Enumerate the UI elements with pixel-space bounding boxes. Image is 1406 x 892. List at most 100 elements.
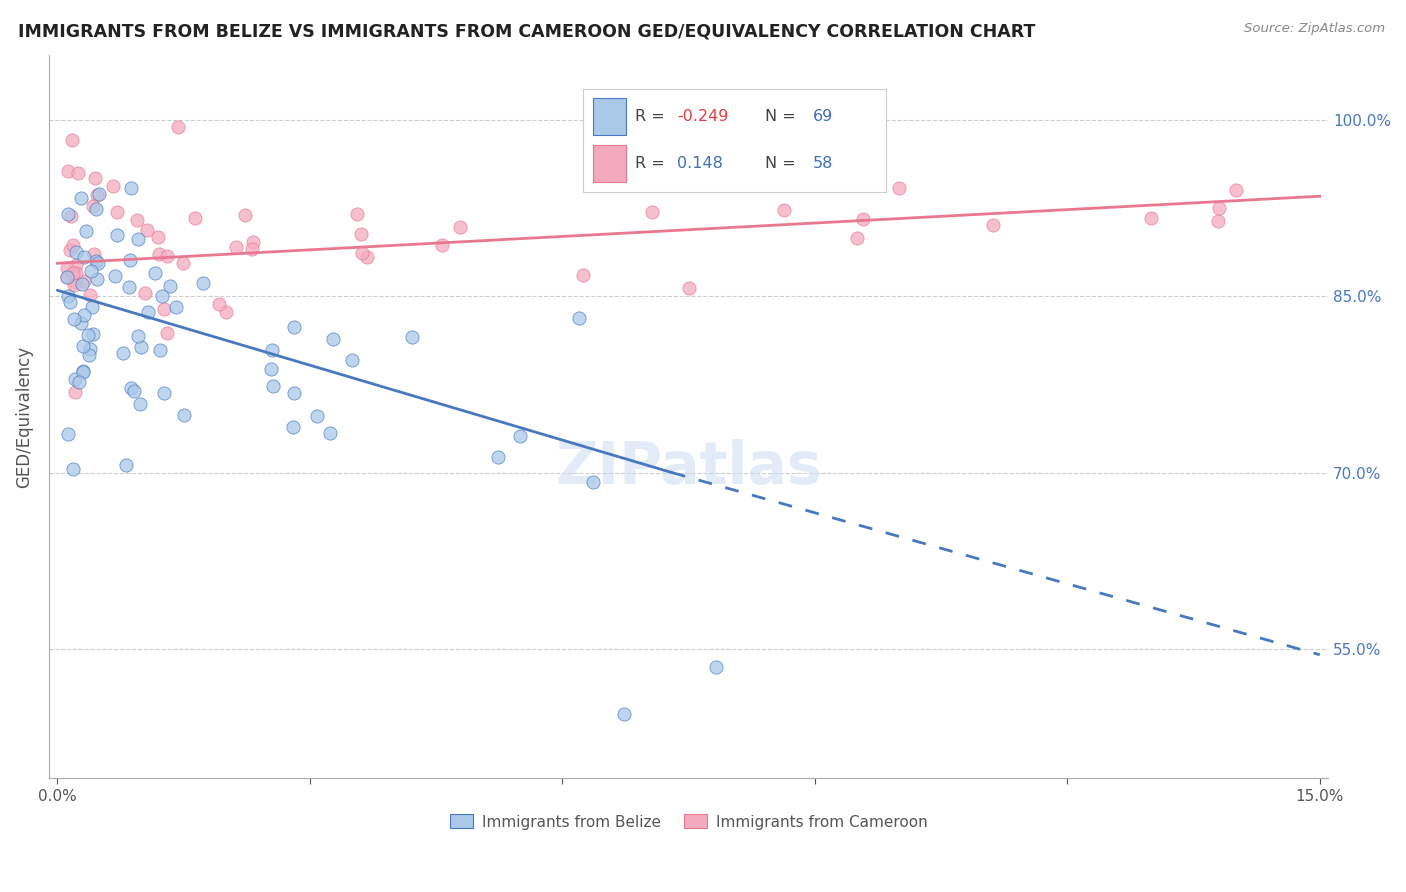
- Point: [86, 254, 108, 268]
- Point: [79, 288, 101, 302]
- Point: [103, 178, 125, 193]
- Point: [63, 385, 86, 400]
- Point: [65, 266, 87, 280]
- Point: [773, 203, 796, 218]
- Point: [77, 348, 100, 362]
- Text: -0.249: -0.249: [678, 110, 728, 124]
- Point: [129, 340, 152, 354]
- Point: [167, 120, 190, 134]
- Point: [55, 269, 77, 284]
- Point: [83, 246, 105, 260]
- Point: [240, 242, 263, 256]
- Point: [319, 425, 342, 440]
- Point: [86, 272, 108, 286]
- Point: [208, 296, 231, 310]
- Point: [82, 326, 104, 341]
- Point: [233, 208, 256, 222]
- Point: [58, 289, 80, 303]
- Point: [281, 420, 304, 434]
- Point: [582, 475, 605, 489]
- Point: [1225, 183, 1247, 197]
- Bar: [592, 98, 626, 136]
- Point: [148, 229, 170, 244]
- Point: [887, 181, 910, 195]
- Point: [62, 237, 84, 252]
- Text: Source: ZipAtlas.com: Source: ZipAtlas.com: [1244, 22, 1385, 36]
- Point: [283, 386, 305, 401]
- Point: [852, 212, 875, 227]
- Point: [56, 270, 79, 285]
- Point: [72, 363, 94, 377]
- Point: [640, 205, 662, 219]
- Text: ZIPatlas: ZIPatlas: [555, 439, 823, 496]
- Point: [153, 385, 176, 400]
- Y-axis label: GED/Equivalency: GED/Equivalency: [15, 345, 32, 488]
- Text: 69: 69: [813, 110, 834, 124]
- Point: [77, 327, 100, 342]
- Point: [62, 312, 84, 326]
- Point: [63, 275, 86, 289]
- Point: [704, 659, 727, 673]
- Point: [1140, 211, 1163, 226]
- Point: [322, 332, 344, 346]
- Point: [62, 266, 84, 280]
- Point: [184, 211, 207, 225]
- Point: [56, 426, 79, 441]
- Point: [352, 246, 374, 260]
- Point: [60, 133, 83, 147]
- Point: [613, 706, 636, 721]
- Point: [127, 232, 149, 246]
- Point: [173, 256, 195, 270]
- Point: [70, 277, 93, 292]
- Point: [225, 240, 247, 254]
- Point: [86, 202, 108, 216]
- Point: [845, 231, 868, 245]
- Point: [79, 342, 101, 356]
- Point: [283, 320, 305, 334]
- Point: [242, 235, 264, 249]
- Point: [350, 227, 373, 241]
- Point: [1208, 214, 1230, 228]
- Point: [62, 462, 84, 476]
- Point: [70, 191, 93, 205]
- Point: [128, 397, 150, 411]
- Point: [135, 223, 157, 237]
- Point: [143, 267, 166, 281]
- Point: [72, 274, 94, 288]
- Point: [127, 329, 149, 343]
- Point: [156, 249, 179, 263]
- Point: [120, 180, 142, 194]
- Point: [159, 279, 181, 293]
- Point: [401, 330, 423, 344]
- Point: [136, 305, 159, 319]
- Point: [56, 261, 79, 276]
- Point: [191, 277, 214, 291]
- Text: N =: N =: [765, 110, 801, 124]
- Point: [118, 279, 141, 293]
- Point: [80, 263, 103, 277]
- Point: [65, 244, 87, 259]
- Point: [87, 187, 110, 202]
- Point: [214, 305, 236, 319]
- Point: [86, 188, 108, 202]
- Point: [58, 243, 80, 257]
- Text: R =: R =: [636, 155, 675, 170]
- Point: [115, 458, 138, 472]
- Point: [156, 326, 179, 340]
- Point: [72, 365, 94, 379]
- Point: [1208, 201, 1230, 215]
- Point: [56, 164, 79, 178]
- Point: [449, 219, 471, 234]
- Point: [60, 209, 83, 223]
- Point: [148, 246, 170, 260]
- Point: [72, 338, 94, 352]
- Point: [981, 218, 1004, 232]
- Point: [346, 207, 368, 221]
- Point: [84, 170, 107, 185]
- Point: [153, 301, 176, 316]
- Point: [120, 252, 142, 267]
- Point: [63, 278, 86, 293]
- Point: [149, 343, 172, 357]
- Point: [69, 316, 91, 330]
- Point: [683, 124, 706, 138]
